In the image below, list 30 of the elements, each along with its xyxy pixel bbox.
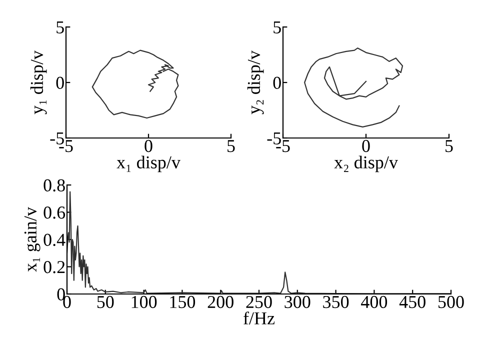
x-axis-title: x₂ disp/v [334,156,398,172]
y-tick-label: 0.2 [44,261,65,274]
x-tick-label: 250 [246,296,272,308]
x-tick-label: 450 [399,296,426,308]
x-tick-label: 50 [97,296,114,308]
x-axis-title: f/Hz [244,312,275,324]
y-tick-label: 0 [273,76,281,89]
x-tick-label: 200 [208,296,234,308]
x-tick-label: 300 [284,296,310,308]
x-tick-label: 5 [228,140,235,152]
x-tick-label: 0 [144,140,152,152]
line-series [92,50,179,119]
y-tick-label: 0.4 [44,234,66,246]
y-axis-title: y₂ disp/v [247,50,264,114]
y-tick-label: 5 [56,21,64,34]
x-tick-label: 150 [170,296,196,308]
x-axis-title: x₁ disp/v [116,156,180,172]
y-tick-label: 0.8 [44,179,65,192]
x-tick-label: 400 [361,296,388,308]
line-series [304,48,404,128]
y-tick-label: 0.6 [44,206,66,219]
y-axis-title: y₁ disp/v [30,50,47,114]
x-tick-label: 350 [323,296,349,308]
x-tick-label: 0 [362,140,370,152]
y-axis-title: x₁ gain/v [24,207,40,272]
x-tick-label: 5 [446,140,453,152]
y-tick-label: 0 [56,76,64,89]
y-tick-label: 5 [274,21,281,34]
x-tick-label: 500 [438,296,464,308]
x-tick-label: 100 [132,296,157,308]
